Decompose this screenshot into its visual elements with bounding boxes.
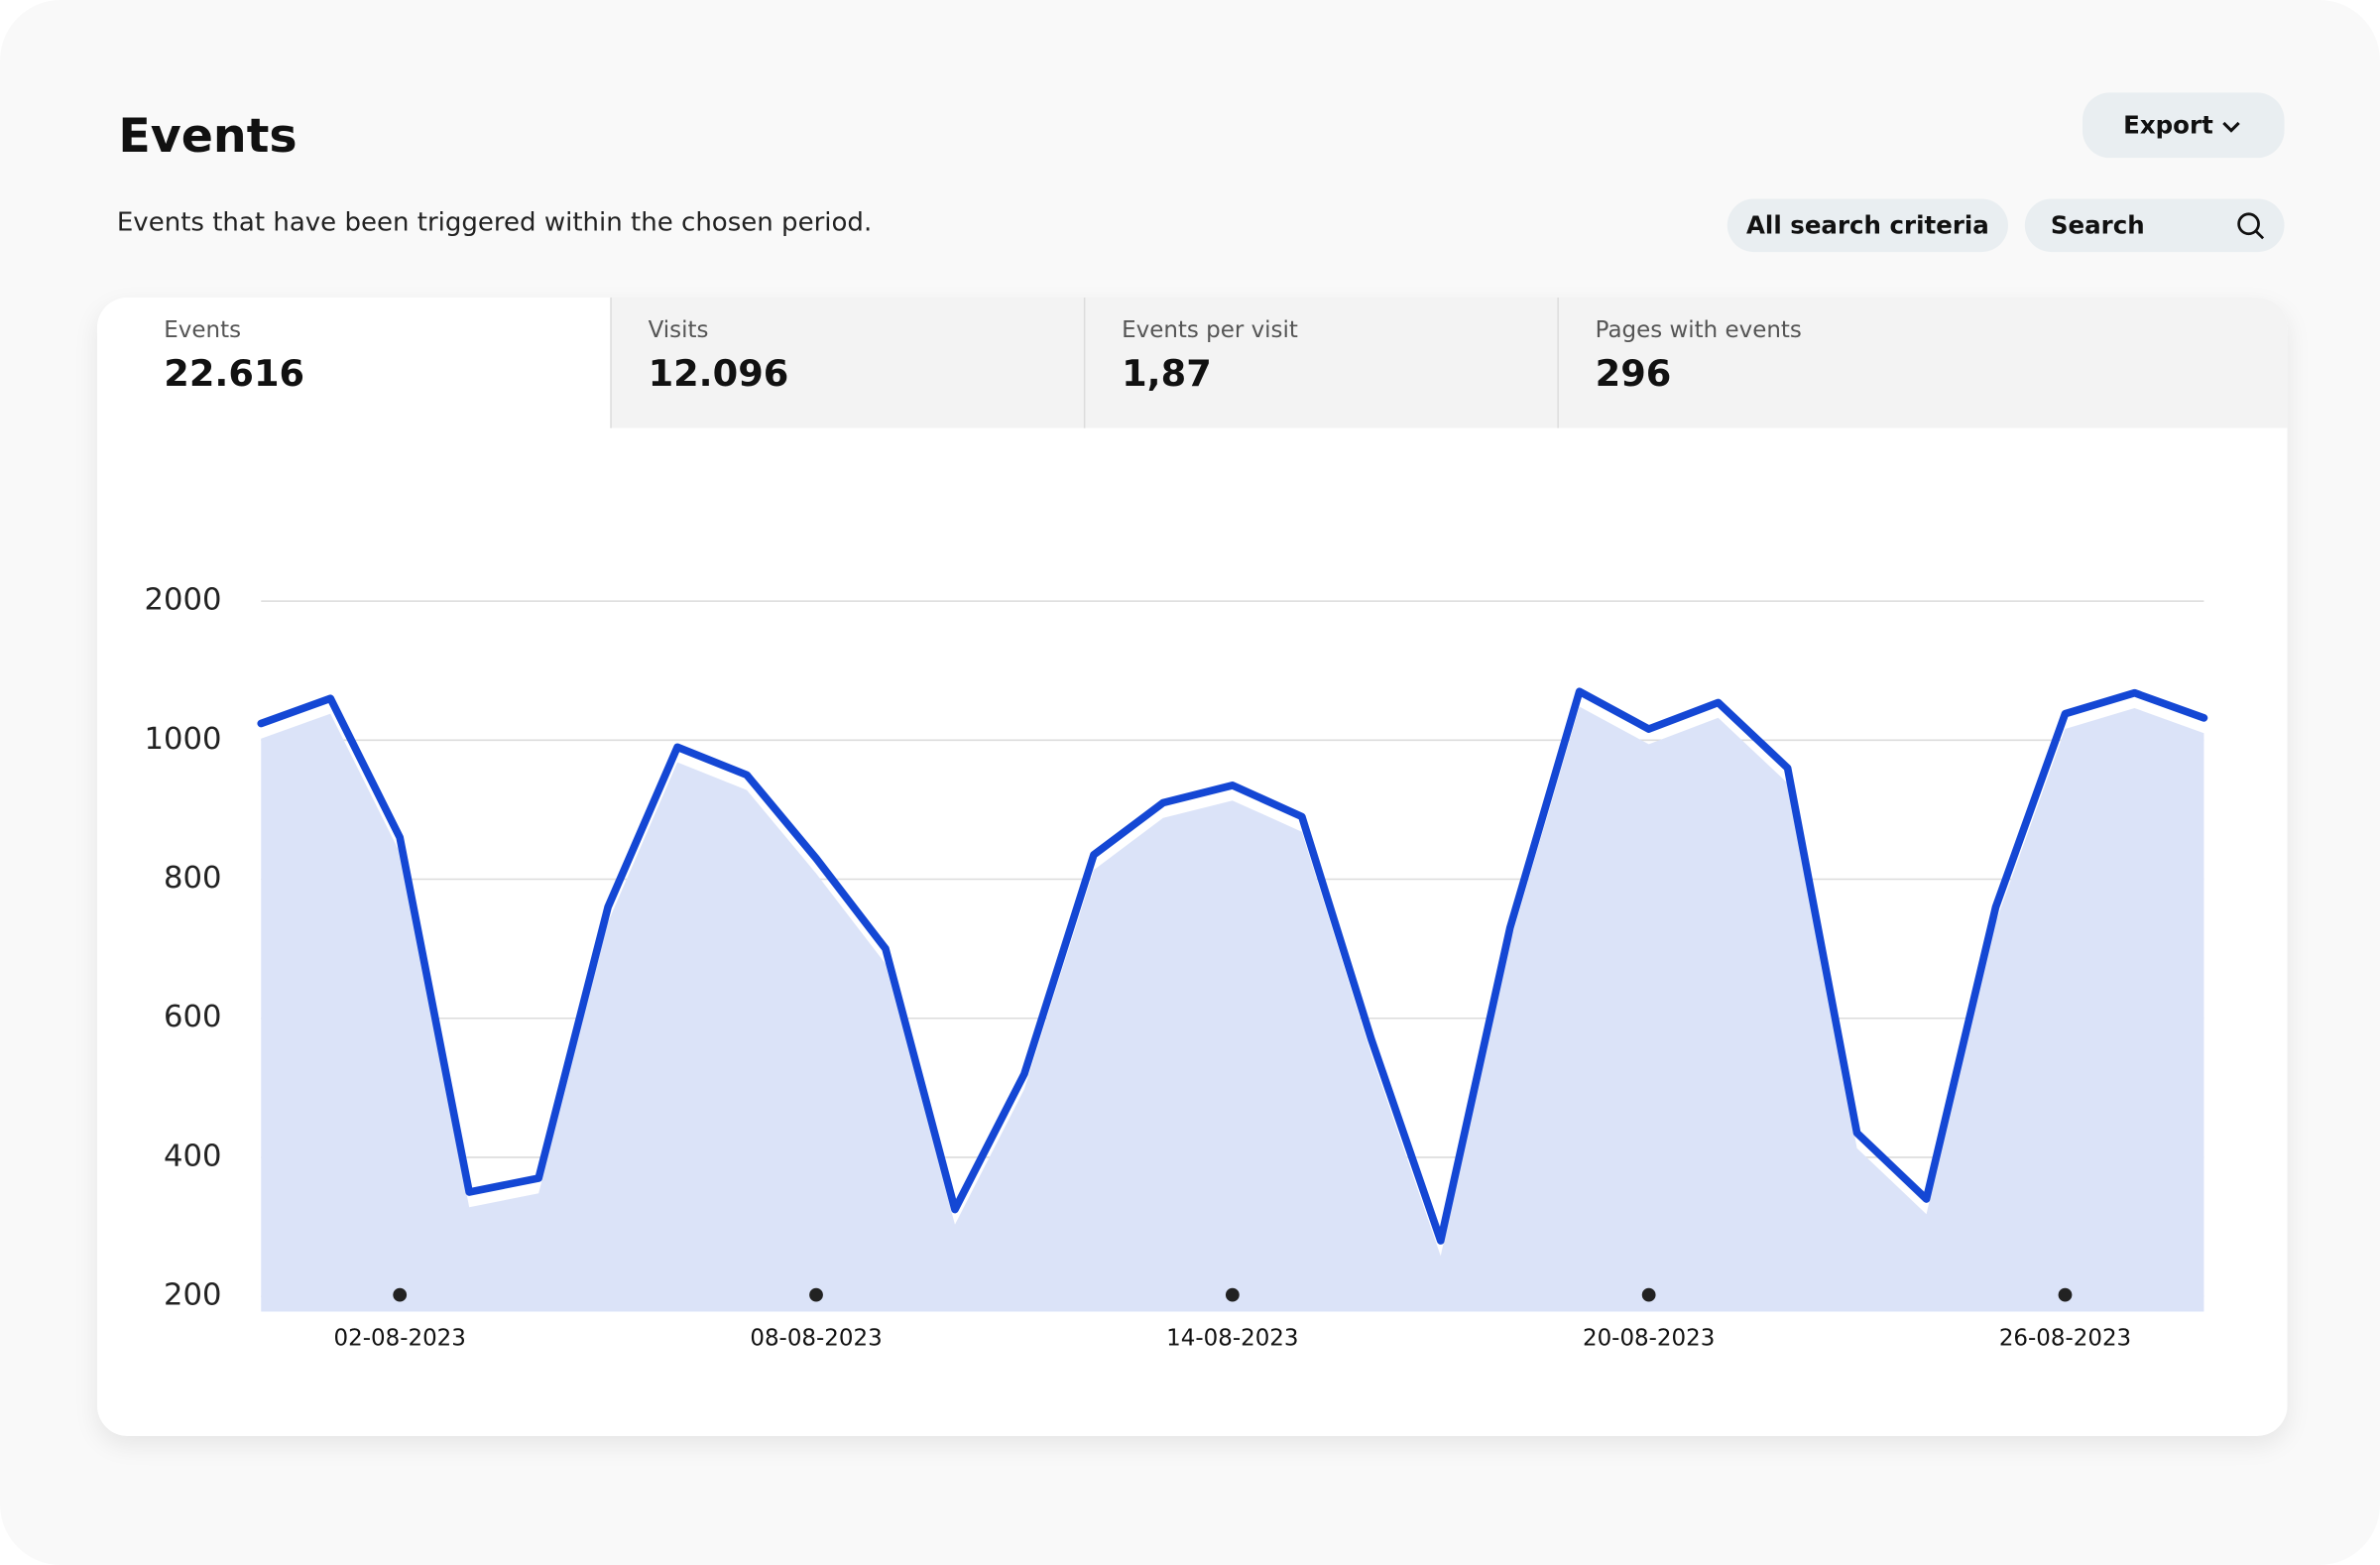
tab-value: 1,87	[1122, 352, 1212, 395]
x-tick-label: 14-08-2023	[1166, 1325, 1298, 1351]
chevron-icon	[2222, 121, 2240, 133]
tab-value: 296	[1595, 352, 1672, 395]
y-tick-label: 600	[164, 1000, 221, 1034]
y-tick-label: 1000	[145, 722, 222, 757]
tab[interactable]: Events 22.616	[96, 297, 611, 428]
y-tick-label: 400	[164, 1139, 221, 1173]
tab[interactable]: Pages with events 296	[1557, 297, 2288, 428]
tab-value: 22.616	[164, 352, 305, 395]
y-tick-label: 200	[164, 1278, 221, 1313]
y-tick-label: 800	[164, 861, 221, 896]
tab[interactable]: Visits 12.096	[610, 297, 1084, 428]
tab-label: Pages with events	[1595, 315, 1802, 343]
x-tick-dot	[1225, 1287, 1240, 1302]
search-icon	[2237, 212, 2265, 240]
tab-label: Visits	[648, 315, 709, 343]
search-placeholder: Search	[2050, 210, 2145, 240]
tab-value: 12.096	[648, 352, 789, 395]
criteria-label: All search criteria	[1745, 210, 1989, 240]
x-tick-label: 02-08-2023	[334, 1325, 466, 1351]
x-tick-dot	[393, 1287, 408, 1302]
x-tick-label: 08-08-2023	[750, 1325, 882, 1351]
export-label: Export	[2123, 110, 2213, 140]
x-tick-label: 26-08-2023	[1999, 1325, 2131, 1351]
tab[interactable]: Events per visit 1,87	[1083, 297, 1558, 428]
x-tick-label: 20-08-2023	[1583, 1325, 1715, 1351]
search-input[interactable]: Search	[2024, 198, 2285, 253]
export-button[interactable]: Export	[2082, 92, 2285, 159]
x-tick-dot	[2058, 1287, 2073, 1302]
x-tick-dot	[1641, 1287, 1656, 1302]
page-title: Events	[118, 109, 298, 165]
tab-label: Events per visit	[1122, 315, 1298, 343]
y-tick-label: 2000	[145, 583, 222, 618]
criteria-button[interactable]: All search criteria	[1726, 198, 2008, 253]
page-subtitle: Events that have been triggered within t…	[116, 207, 873, 239]
line	[257, 687, 2208, 1245]
tab-label: Events	[164, 315, 242, 343]
x-tick-dot	[809, 1287, 823, 1302]
area-fill	[261, 706, 2204, 1312]
